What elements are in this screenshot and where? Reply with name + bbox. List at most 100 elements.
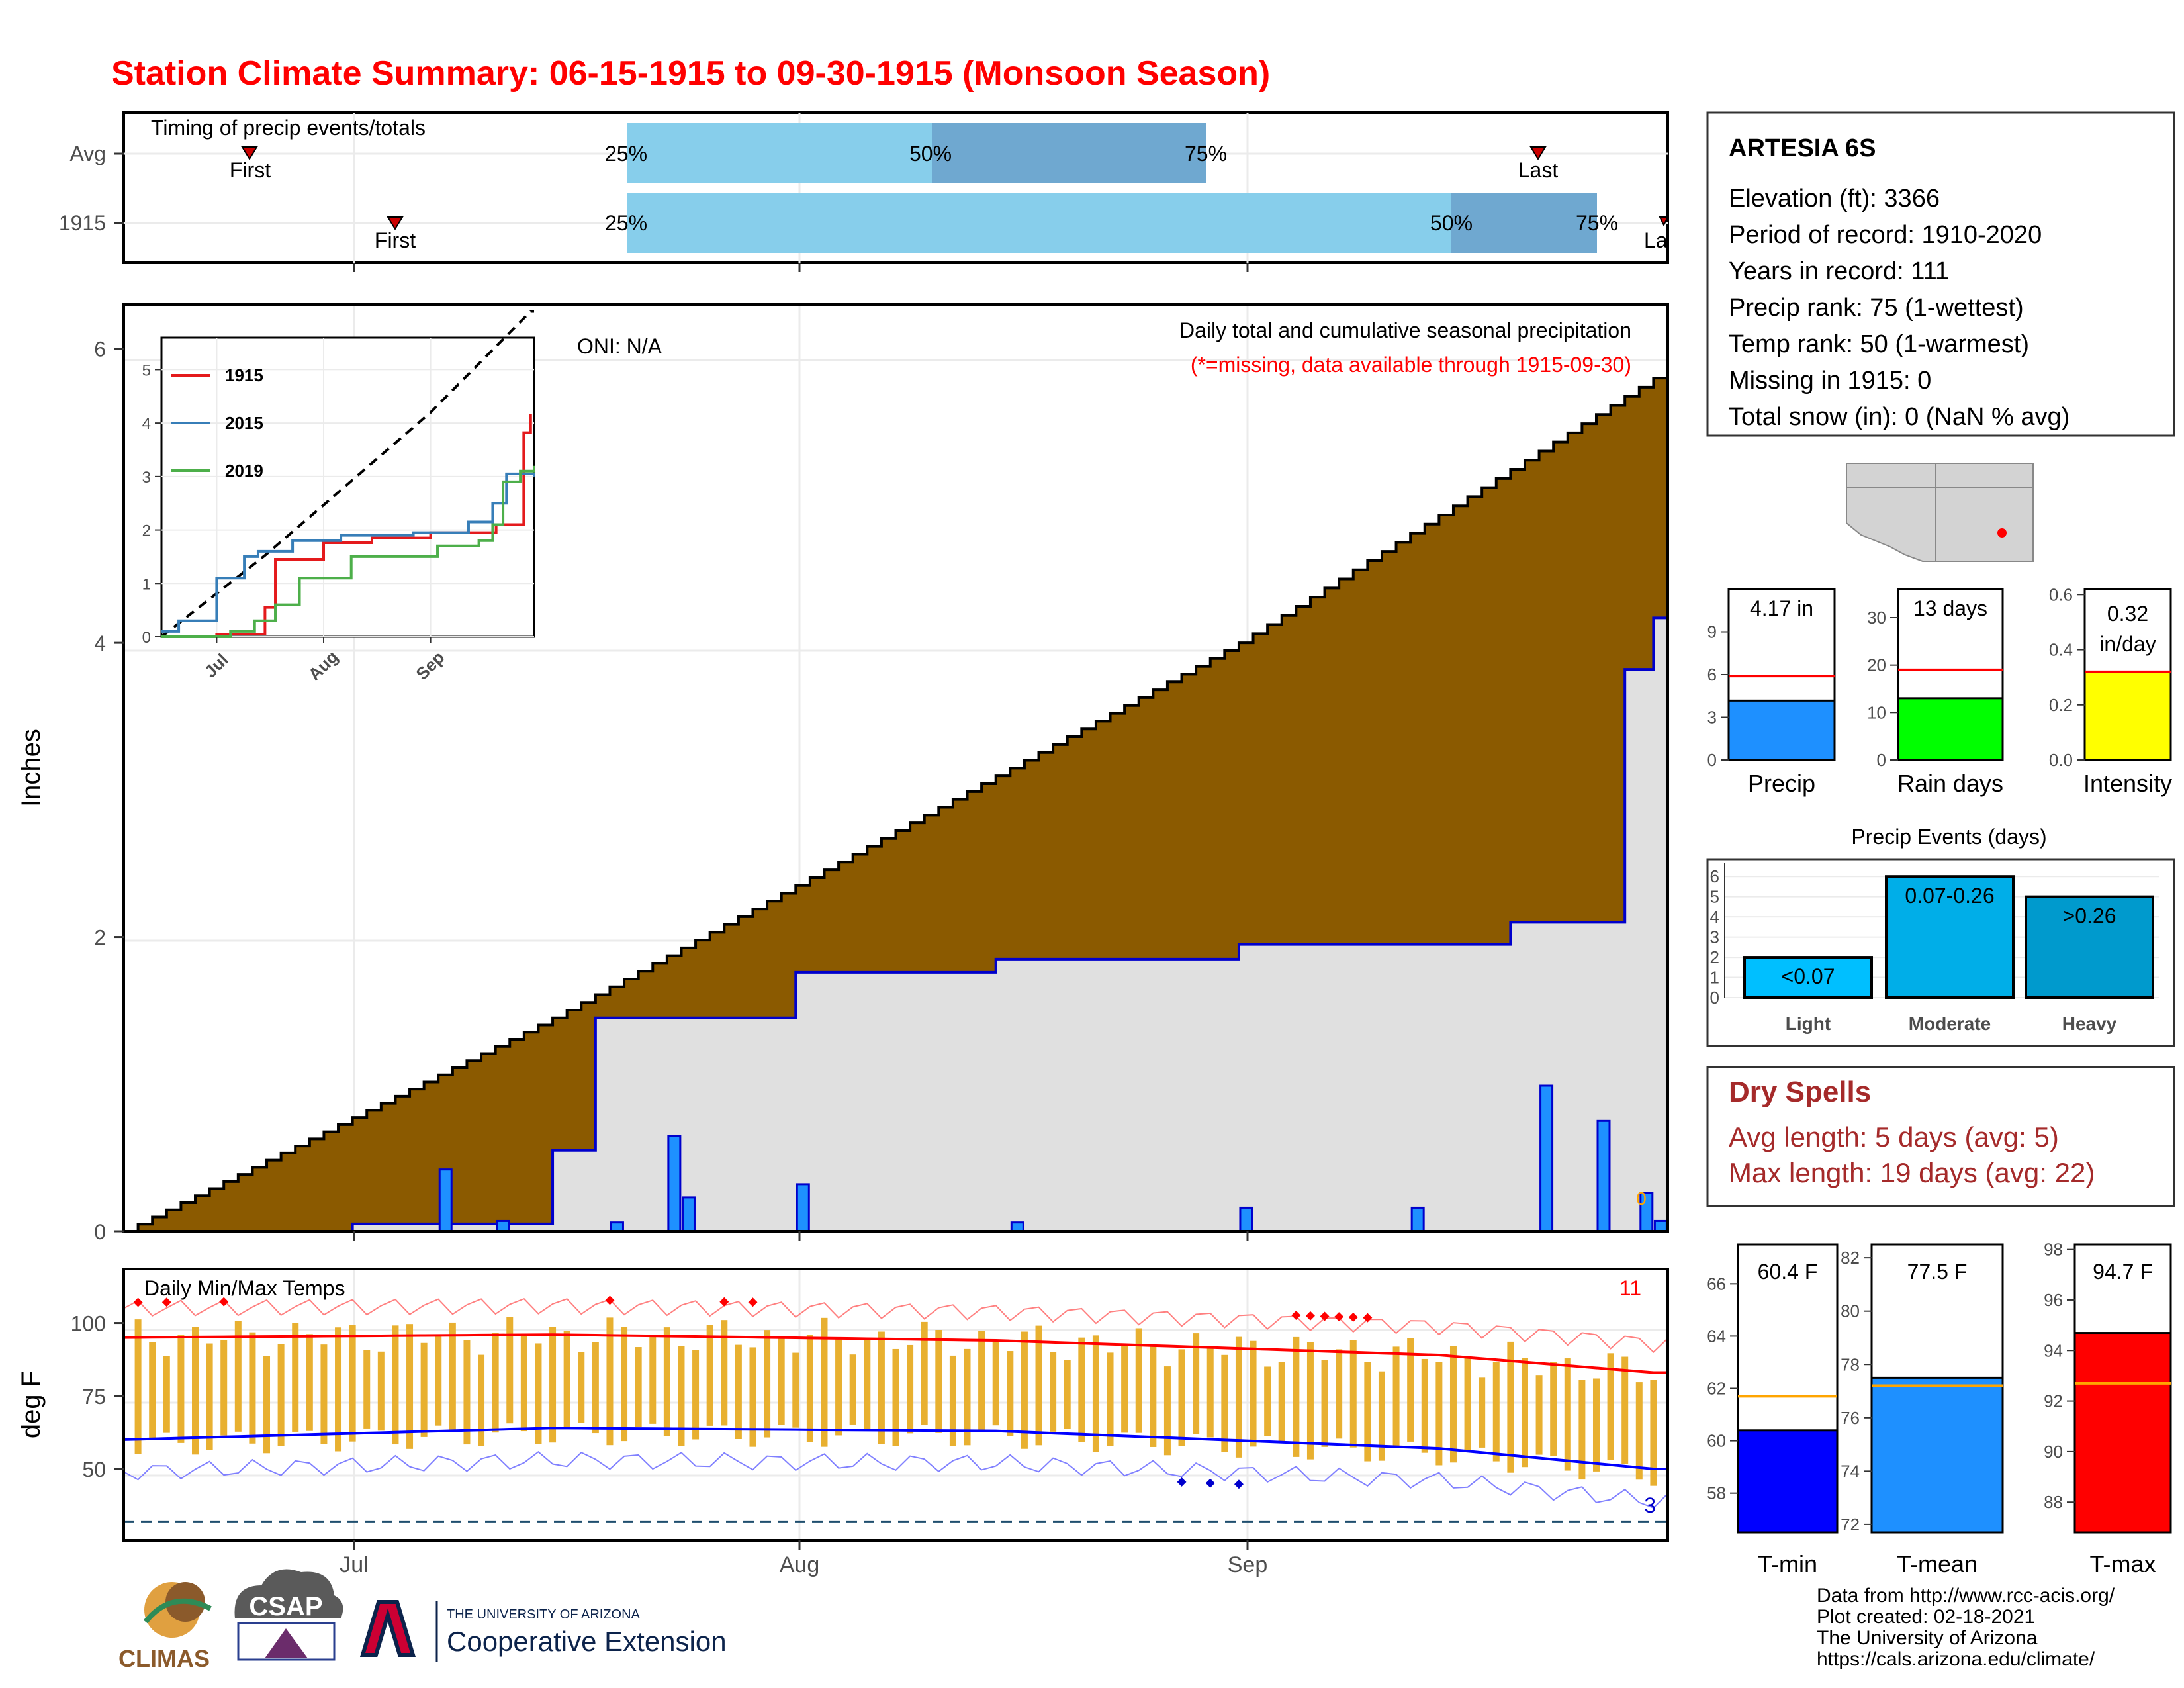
daily-temp-bar xyxy=(1135,1328,1142,1433)
daily-temp-bar xyxy=(349,1325,356,1442)
inset-line-2015 xyxy=(161,472,535,633)
precip-event-label: Light xyxy=(1786,1013,1831,1034)
climas-logo: CLIMAS xyxy=(118,1582,212,1672)
record-high-marker xyxy=(133,1297,143,1307)
daily-temp-bar xyxy=(192,1327,199,1455)
summary-bar-ytick: 9 xyxy=(1707,622,1717,642)
daily-temp-bar xyxy=(721,1320,728,1426)
summary-bar-ytick: 30 xyxy=(1867,608,1886,628)
precip-event-range: <0.07 xyxy=(1782,964,1835,988)
events-ytick: 5 xyxy=(1710,887,1719,907)
record-low-marker xyxy=(1205,1478,1215,1488)
avg-last-marker xyxy=(1529,146,1547,160)
daily-temp-bar xyxy=(1407,1338,1414,1442)
avg-first-label: First xyxy=(230,158,271,182)
timing-panel: Timing of precip events/totals Avg 1915 … xyxy=(59,111,1669,272)
record-high-marker xyxy=(1348,1312,1358,1322)
daily-temp-bar xyxy=(992,1341,999,1426)
daily-temp-bar xyxy=(907,1344,914,1434)
daily-temp-bar xyxy=(177,1335,185,1443)
events-ytick: 6 xyxy=(1710,867,1719,886)
y1915-pct25: 25% xyxy=(605,211,647,235)
daily-temp-bar xyxy=(892,1348,899,1446)
daily-precip-bar xyxy=(438,1168,453,1233)
daily-temp-bar xyxy=(792,1352,799,1428)
footer-logos: CLIMAS CSAP THE UNIVERSITY OF ARIZONA Co… xyxy=(118,1569,727,1672)
daily-temp-bar xyxy=(1293,1336,1300,1457)
y1915-last-marker xyxy=(1659,216,1669,227)
record-min-line xyxy=(123,1450,1668,1509)
daily-temp-bar xyxy=(821,1317,828,1447)
summary-bar-ytick: 0.4 xyxy=(2049,640,2073,660)
inset-line-2019 xyxy=(161,465,535,638)
daily-temp-bar xyxy=(263,1356,271,1454)
summary-bar-fill xyxy=(1897,697,2004,761)
precip-ytick: 0 xyxy=(94,1220,106,1244)
y1915-last-label: La xyxy=(1644,228,1668,252)
temp-summary-ytick: 90 xyxy=(2044,1442,2063,1462)
station-line-6: Total snow (in): 0 (NaN % avg) xyxy=(1729,403,2070,431)
temp-summary-ytick: 80 xyxy=(1841,1301,1860,1321)
temp-summary-ytick: 98 xyxy=(2044,1240,2063,1260)
temp-summary-ytick: 62 xyxy=(1707,1379,1726,1399)
inset-line-1915 xyxy=(161,414,532,638)
precip-event-bar-heavy xyxy=(2025,895,2154,999)
summary-bar-ytick: 0.2 xyxy=(2049,695,2073,715)
daily-temp-bar xyxy=(492,1333,499,1433)
daily-temp-bar xyxy=(1635,1382,1643,1480)
record-high-marker xyxy=(1320,1311,1330,1321)
record-high-marker xyxy=(1334,1312,1344,1322)
daily-temp-bar xyxy=(435,1336,442,1426)
daily-precip-bar xyxy=(667,1135,682,1233)
avg-pct75: 75% xyxy=(1185,142,1227,165)
y1915-quartile-50-75 xyxy=(1451,193,1597,253)
precip-event-bar-moderate xyxy=(1885,875,2015,999)
y1915-first-label: First xyxy=(375,228,416,252)
credit-0: Data from http://www.rcc-acis.org/ xyxy=(1817,1585,2115,1607)
events-ytick: 3 xyxy=(1710,927,1719,947)
temp-summary-t-max: 88 90 92 94 96 98 94.7 F T-max xyxy=(2044,1240,2172,1577)
daily-temp-bar xyxy=(935,1330,942,1433)
daily-temp-bar xyxy=(320,1344,328,1444)
station-info-box: ARTESIA 6S Elevation (ft): 3366 Period o… xyxy=(1706,111,2175,437)
ua-coop-extension: Cooperative Extension xyxy=(447,1626,727,1657)
daily-temp-bar xyxy=(1535,1375,1543,1455)
events-ytick: 1 xyxy=(1710,968,1719,988)
daily-temp-bar xyxy=(1278,1362,1285,1442)
temp-summary-label: T-min xyxy=(1758,1550,1817,1577)
timing-label: Timing of precip events/totals xyxy=(151,116,426,140)
daily-temp-bar xyxy=(921,1321,928,1425)
daily-temp-bar xyxy=(964,1348,971,1446)
daily-temp-bar xyxy=(420,1342,428,1437)
avg-min-line xyxy=(123,1427,1668,1470)
inset-ytick: 5 xyxy=(142,361,151,379)
daily-temp-bar xyxy=(1206,1348,1214,1438)
summary-bar-ytick: 0 xyxy=(1877,750,1886,770)
daily-temp-bar xyxy=(406,1324,414,1449)
daily-temp-bar xyxy=(1479,1377,1486,1448)
daily-temp-bar xyxy=(635,1347,642,1427)
temp-count-low: 3 xyxy=(1644,1493,1656,1517)
dry-spells-avg: Avg length: 5 days (avg: 5) xyxy=(1729,1121,2059,1152)
daily-temp-bar xyxy=(735,1344,742,1440)
station-location-dot xyxy=(1997,528,2007,538)
temp-ytick: 50 xyxy=(82,1458,106,1481)
record-high-marker xyxy=(605,1295,615,1305)
summary-bar-unit: in/day xyxy=(2099,632,2156,656)
daily-temp-bar xyxy=(1349,1340,1357,1448)
daily-temp-bar xyxy=(1392,1346,1400,1448)
events-ytick: 2 xyxy=(1710,947,1719,967)
daily-temp-bar xyxy=(692,1350,700,1440)
daily-temp-bar xyxy=(506,1317,514,1424)
daily-precip-bar xyxy=(1596,1119,1611,1233)
dry-spells-title: Dry Spells xyxy=(1729,1076,1871,1108)
precip-note: Daily total and cumulative seasonal prec… xyxy=(1179,318,1631,342)
temp-summary-ytick: 82 xyxy=(1841,1248,1860,1268)
avg-pct50: 50% xyxy=(909,142,952,165)
daily-temp-bar xyxy=(1521,1358,1528,1468)
locator-map xyxy=(1846,462,2035,563)
station-line-1: Period of record: 1910-2020 xyxy=(1729,221,2042,249)
events-ytick: 0 xyxy=(1710,988,1719,1008)
daily-temp-bar xyxy=(1364,1362,1371,1462)
